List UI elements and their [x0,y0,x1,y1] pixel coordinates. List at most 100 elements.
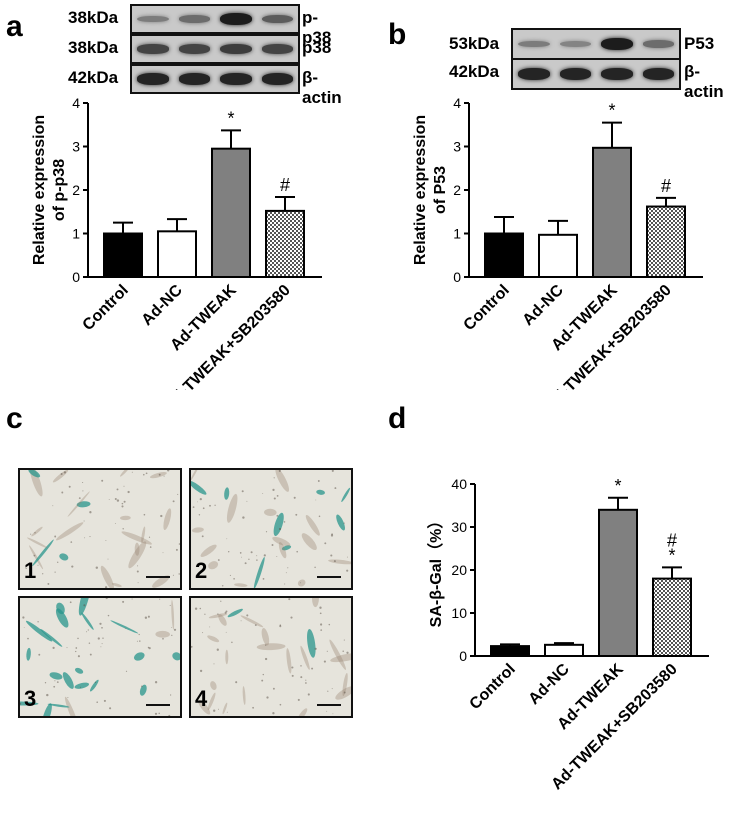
debris-dot [127,490,130,494]
debris-dot [69,601,72,604]
debris-dot [87,629,89,631]
bar-ad-nc [157,230,197,278]
debris-dot [291,666,294,669]
debris-dot [123,485,125,487]
debris-dot [137,582,139,584]
debris-dot [86,631,88,633]
debris-dot [346,651,349,654]
debris-dot [169,694,172,696]
cell [29,545,44,570]
blot-band [518,40,550,48]
stained-cell [25,620,53,642]
debris-dot [82,490,84,492]
debris-dot [202,507,205,510]
debris-dot [331,470,334,472]
debris-dot [291,674,294,677]
debris-dot [52,505,54,507]
debris-dot [105,598,108,600]
debris-dot [265,644,267,646]
panel-letter-c: c [6,402,23,435]
debris-dot [44,682,47,684]
y-tick-label: 3 [453,139,461,155]
scale-bar [317,576,341,578]
debris-dot [324,542,327,545]
blot-a-mw-label-1: 38kDa [68,8,119,27]
debris-dot [300,676,303,679]
debris-dot [198,514,201,516]
y-axis-label: of P53 [432,166,449,214]
bar-ad-tweak [592,146,632,279]
debris-dot [202,632,204,634]
stained-cell [133,652,145,661]
debris-dot [171,627,173,628]
debris-dot [317,480,320,482]
debris-dot [327,690,329,692]
debris-dot [241,490,244,493]
cell [198,699,211,715]
debris-dot [89,653,92,656]
cell [275,470,290,492]
stained-cell [26,647,31,661]
cell [55,522,84,541]
debris-dot [121,505,124,508]
blot-band [220,13,252,25]
blot-a-protein-label-1: p-p38 [302,8,332,47]
x-tick-label: Control [461,282,513,334]
stained-cell [273,512,284,537]
stained-cell [62,672,74,689]
significance-marker: * [227,108,234,128]
debris-dot [125,670,128,672]
y-tick-label: 4 [453,95,461,111]
debris-dot [83,520,85,522]
debris-dot [229,574,231,576]
debris-dot [30,533,32,535]
debris-dot [199,607,202,610]
debris-dot [77,655,80,658]
cell [335,686,351,700]
debris-dot [54,680,56,682]
debris-dot [346,569,349,572]
debris-dot [246,500,248,502]
debris-dot [67,697,69,698]
cell [342,672,348,697]
micrograph-texture [191,598,351,716]
debris-dot [217,613,219,615]
cell [31,526,43,537]
debris-dot [194,607,198,610]
debris-dot [241,556,242,558]
cell [225,649,229,665]
debris-dot [68,485,71,488]
debris-dot [225,610,228,613]
stained-cell [191,480,207,495]
blot-b-strip-actin [511,58,681,90]
debris-dot [37,621,39,623]
cell [330,652,351,663]
y-tick-label: 40 [451,476,467,492]
cell [120,515,131,521]
stained-cell [110,620,139,634]
debris-dot [141,685,143,687]
debris-dot [334,487,337,490]
blot-b-mw-label-2: 42kDa [449,62,500,81]
debris-dot [66,647,68,649]
debris-dot [75,650,77,653]
debris-dot [107,614,110,617]
debris-dot [105,540,107,542]
debris-dot [154,681,158,684]
y-tick-label: 0 [453,269,461,285]
debris-dot [320,623,323,626]
bar-control [490,645,530,658]
y-tick-label: 0 [72,269,80,285]
cell [208,613,228,619]
cell [305,514,320,536]
panel-letter-d: d [388,402,407,435]
cell [226,493,238,523]
debris-dot [84,537,86,539]
debris-dot [145,472,148,475]
debris-dot [220,600,222,602]
stained-cell [76,501,91,508]
blot-band [178,15,210,23]
debris-dot [71,565,74,568]
debris-dot [295,513,298,516]
